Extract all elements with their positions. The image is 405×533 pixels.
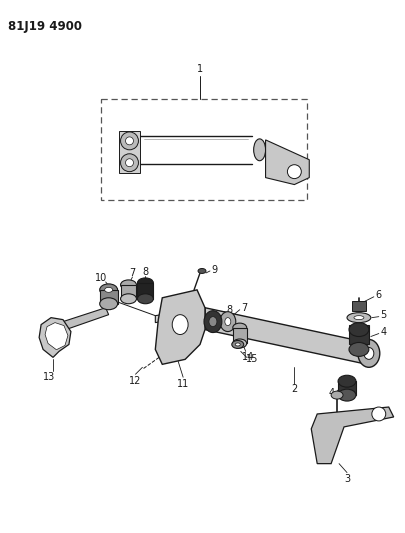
Ellipse shape — [100, 284, 117, 296]
Ellipse shape — [137, 294, 153, 304]
Polygon shape — [155, 308, 205, 322]
Ellipse shape — [337, 389, 355, 401]
Text: 2: 2 — [290, 384, 297, 394]
Circle shape — [371, 407, 385, 421]
Circle shape — [287, 165, 301, 179]
Text: 8: 8 — [142, 267, 148, 277]
Text: 14: 14 — [241, 352, 253, 362]
Text: 81J19 4900: 81J19 4900 — [9, 20, 82, 33]
Ellipse shape — [198, 269, 205, 273]
Text: 9: 9 — [211, 265, 217, 275]
Ellipse shape — [172, 314, 188, 335]
Text: 8: 8 — [226, 305, 232, 314]
Ellipse shape — [209, 317, 216, 327]
Ellipse shape — [231, 341, 243, 349]
Bar — [118, 131, 140, 173]
Circle shape — [125, 159, 133, 167]
Text: 13: 13 — [43, 372, 55, 382]
Ellipse shape — [232, 339, 246, 348]
Text: 12: 12 — [129, 376, 141, 386]
Ellipse shape — [363, 348, 373, 359]
Ellipse shape — [235, 343, 240, 346]
Ellipse shape — [120, 280, 136, 290]
Text: 5: 5 — [380, 310, 386, 320]
Bar — [337, 381, 355, 395]
Ellipse shape — [330, 391, 342, 399]
Text: 3: 3 — [343, 473, 349, 483]
Ellipse shape — [348, 322, 368, 336]
Ellipse shape — [232, 323, 246, 332]
Circle shape — [120, 154, 138, 172]
Ellipse shape — [253, 139, 265, 161]
Text: 4: 4 — [328, 388, 335, 398]
Polygon shape — [63, 308, 109, 329]
Text: 7: 7 — [241, 303, 247, 313]
Text: 11: 11 — [177, 379, 189, 389]
Polygon shape — [155, 290, 205, 365]
Text: 6: 6 — [375, 290, 381, 300]
Text: 10: 10 — [94, 273, 107, 283]
Bar — [120, 285, 136, 299]
Bar — [351, 301, 365, 311]
Polygon shape — [45, 322, 68, 350]
Ellipse shape — [104, 287, 112, 292]
Text: 1: 1 — [196, 64, 202, 75]
Bar — [137, 283, 153, 299]
Polygon shape — [265, 140, 309, 184]
Ellipse shape — [353, 316, 363, 320]
Text: 15: 15 — [245, 354, 257, 365]
Circle shape — [120, 132, 138, 150]
Polygon shape — [39, 318, 71, 357]
Bar — [100, 99, 307, 200]
Text: 7: 7 — [129, 268, 135, 278]
Ellipse shape — [203, 311, 221, 333]
Ellipse shape — [220, 312, 235, 332]
Ellipse shape — [224, 318, 230, 326]
Ellipse shape — [357, 340, 379, 367]
Ellipse shape — [100, 298, 117, 310]
Ellipse shape — [337, 375, 355, 387]
Polygon shape — [205, 308, 366, 365]
Bar — [348, 325, 368, 344]
Circle shape — [125, 137, 133, 145]
Polygon shape — [311, 407, 393, 464]
Bar — [100, 290, 117, 304]
Ellipse shape — [137, 278, 153, 288]
Text: 4: 4 — [380, 327, 386, 336]
Ellipse shape — [120, 294, 136, 304]
Ellipse shape — [346, 313, 370, 322]
Ellipse shape — [348, 343, 368, 357]
Bar — [232, 328, 246, 343]
